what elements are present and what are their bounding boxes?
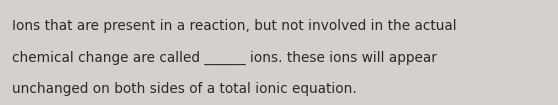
Text: chemical change are called ______ ions. these ions will appear: chemical change are called ______ ions. … xyxy=(12,50,437,65)
Text: Ions that are present in a reaction, but not involved in the actual: Ions that are present in a reaction, but… xyxy=(12,19,457,33)
Text: unchanged on both sides of a total ionic equation.: unchanged on both sides of a total ionic… xyxy=(12,82,357,96)
